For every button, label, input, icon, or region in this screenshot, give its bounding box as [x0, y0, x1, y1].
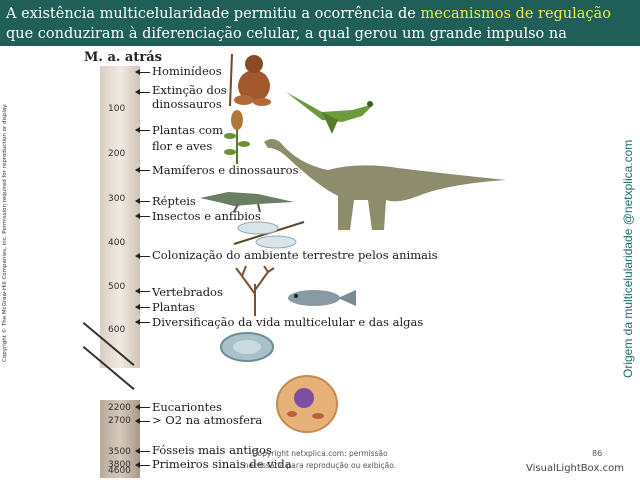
arrow-icon: [135, 319, 150, 325]
event-label: Vertebrados: [152, 285, 223, 299]
event-label: Colonização do ambiente terrestre pelos …: [152, 248, 438, 262]
tick-label: 4600: [108, 466, 131, 476]
dinosaur-illustration: [264, 139, 506, 230]
footer-line: Copyright netxplica.com: permissão: [252, 449, 388, 458]
footer-copyright: Copyright netxplica.com: permissão neces…: [230, 448, 410, 472]
crocodile-illustration: [200, 192, 294, 213]
bird-illustration: [286, 92, 374, 134]
hominid-illustration: [229, 53, 271, 107]
arrow-icon: [135, 127, 150, 133]
arrow-icon: [135, 89, 150, 95]
eukaryotic-cell-illustration: [276, 375, 338, 433]
dragonfly-illustration: [233, 221, 305, 249]
event-label: Plantas com: [152, 123, 223, 137]
tick-label: 300: [108, 194, 126, 204]
arrow-icon: [135, 288, 150, 294]
arrow-icon: [135, 418, 150, 424]
arrow-icon: [135, 448, 150, 454]
tick-label: 100: [108, 104, 126, 114]
banner-text-before: A existência multicelularidade permitiu …: [6, 6, 421, 22]
event-label: Mamíferos e dinossauros: [152, 163, 299, 177]
event-label: Répteis: [152, 194, 196, 208]
tick-label: 3800: [108, 460, 131, 470]
banner-text-after: que conduziram à diferenciação celular, …: [6, 26, 567, 62]
event-label: Plantas: [152, 300, 196, 314]
timeline-bar-lower: [100, 400, 140, 478]
fish-illustration: [288, 290, 356, 306]
arrow-icon: [135, 253, 150, 259]
side-title: Origem da multicelularidade @netxplica.c…: [621, 139, 635, 378]
algae-plant-illustration: [235, 265, 275, 316]
watermark: VisualLightBox.com: [526, 463, 624, 474]
event-label: dinossauros: [152, 97, 222, 111]
event-label: Extinção dos: [152, 83, 227, 97]
banner-highlight: mecanismos de regulação: [420, 6, 611, 22]
event-label: Insectos e anfíbios: [152, 209, 261, 223]
arrow-icon: [135, 167, 150, 173]
timeline-bar-upper: [100, 66, 140, 368]
tick-label: 200: [108, 149, 126, 159]
event-label: Hominídeos: [152, 64, 222, 78]
banner-text: A existência multicelularidade permitiu …: [6, 4, 636, 64]
side-copyright: Copyright © The McGraw-Hill Companies, I…: [2, 103, 8, 362]
tick-label: 500: [108, 282, 126, 292]
tick-label: 3500: [108, 447, 131, 457]
tick-label: 400: [108, 238, 126, 248]
event-label: Diversificação da vida multicelular e da…: [152, 315, 424, 329]
flowering-plant-illustration: [224, 110, 250, 164]
arrow-icon: [135, 198, 150, 204]
tick-label: 2200: [108, 403, 131, 413]
multicellular-organism-illustration: [220, 332, 274, 362]
arrow-icon: [135, 462, 150, 468]
arrow-icon: [135, 404, 150, 410]
tick-label: 600: [108, 325, 126, 335]
page-number: 86: [592, 449, 603, 458]
footer-line: necessária para reprodução ou exibição.: [243, 461, 397, 470]
axis-title: M. a. atrás: [84, 50, 162, 65]
arrow-icon: [135, 213, 150, 219]
arrow-icon: [135, 69, 150, 75]
event-label: Fósseis mais antigos: [152, 443, 272, 457]
tick-label: 2700: [108, 416, 131, 426]
arrow-icon: [135, 304, 150, 310]
event-label: Eucariontes: [152, 400, 222, 414]
event-label: > O2 na atmosfera: [152, 413, 263, 427]
event-label: Primeiros sinais de vida: [152, 457, 292, 471]
event-label: flor e aves: [152, 139, 213, 153]
title-banner: A existência multicelularidade permitiu …: [0, 0, 640, 62]
